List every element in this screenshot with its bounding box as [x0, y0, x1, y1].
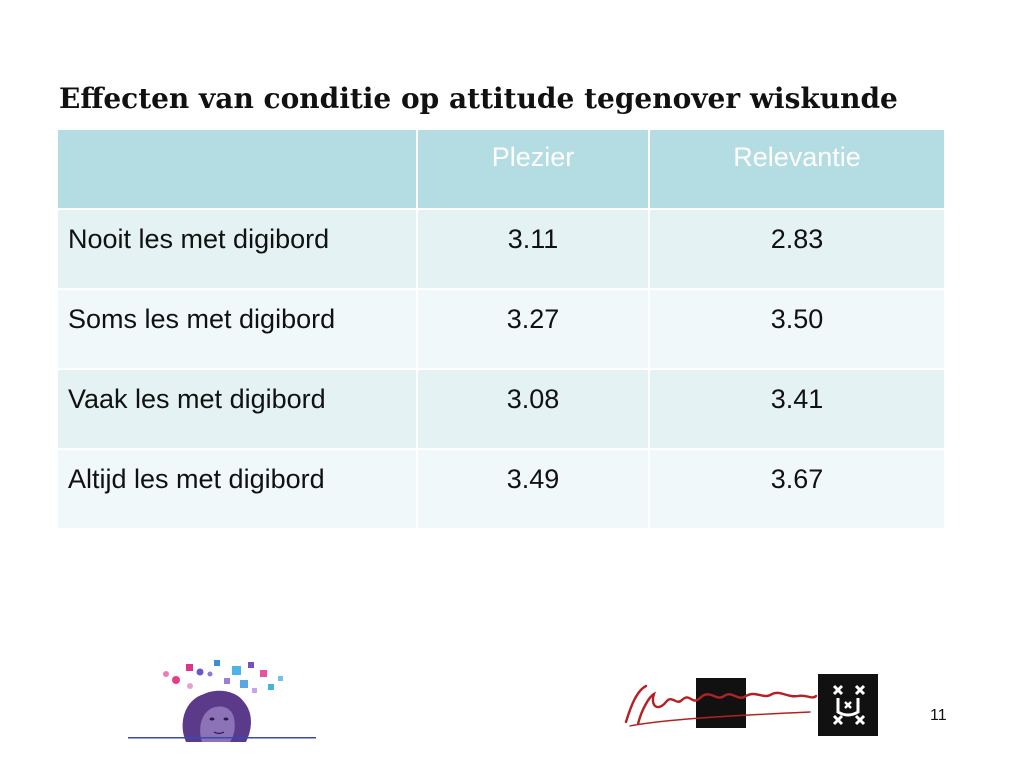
row-label: Altijd les met digibord — [56, 448, 418, 530]
table-row: Vaak les met digibord 3.08 3.41 — [56, 368, 946, 450]
relevantie-value: 3.41 — [648, 368, 946, 450]
row-label: Vaak les met digibord — [56, 368, 418, 450]
table-header-row: Plezier Relevantie — [56, 128, 946, 210]
table-header-relevantie: Relevantie — [648, 128, 946, 210]
university-signature-logo — [624, 674, 878, 736]
table-header-plezier: Plezier — [416, 128, 650, 210]
plezier-value: 3.49 — [416, 448, 650, 530]
table-header-empty — [56, 128, 418, 210]
page-number: 11 — [930, 707, 947, 724]
table-row: Nooit les met digibord 3.11 2.83 — [56, 208, 946, 290]
row-label: Nooit les met digibord — [56, 208, 418, 290]
head-pixels-logo — [128, 660, 316, 742]
relevantie-value: 3.50 — [648, 288, 946, 370]
plezier-value: 3.11 — [416, 208, 650, 290]
relevantie-value: 2.83 — [648, 208, 946, 290]
plezier-value: 3.08 — [416, 368, 650, 450]
relevantie-value: 3.67 — [648, 448, 946, 530]
plezier-value: 3.27 — [416, 288, 650, 370]
row-label: Soms les met digibord — [56, 288, 418, 370]
slide-title: Effecten van conditie op attitude tegeno… — [59, 82, 898, 115]
results-table: Plezier Relevantie Nooit les met digibor… — [56, 128, 946, 530]
table-row: Soms les met digibord 3.27 3.50 — [56, 288, 946, 370]
table-row: Altijd les met digibord 3.49 3.67 — [56, 448, 946, 530]
